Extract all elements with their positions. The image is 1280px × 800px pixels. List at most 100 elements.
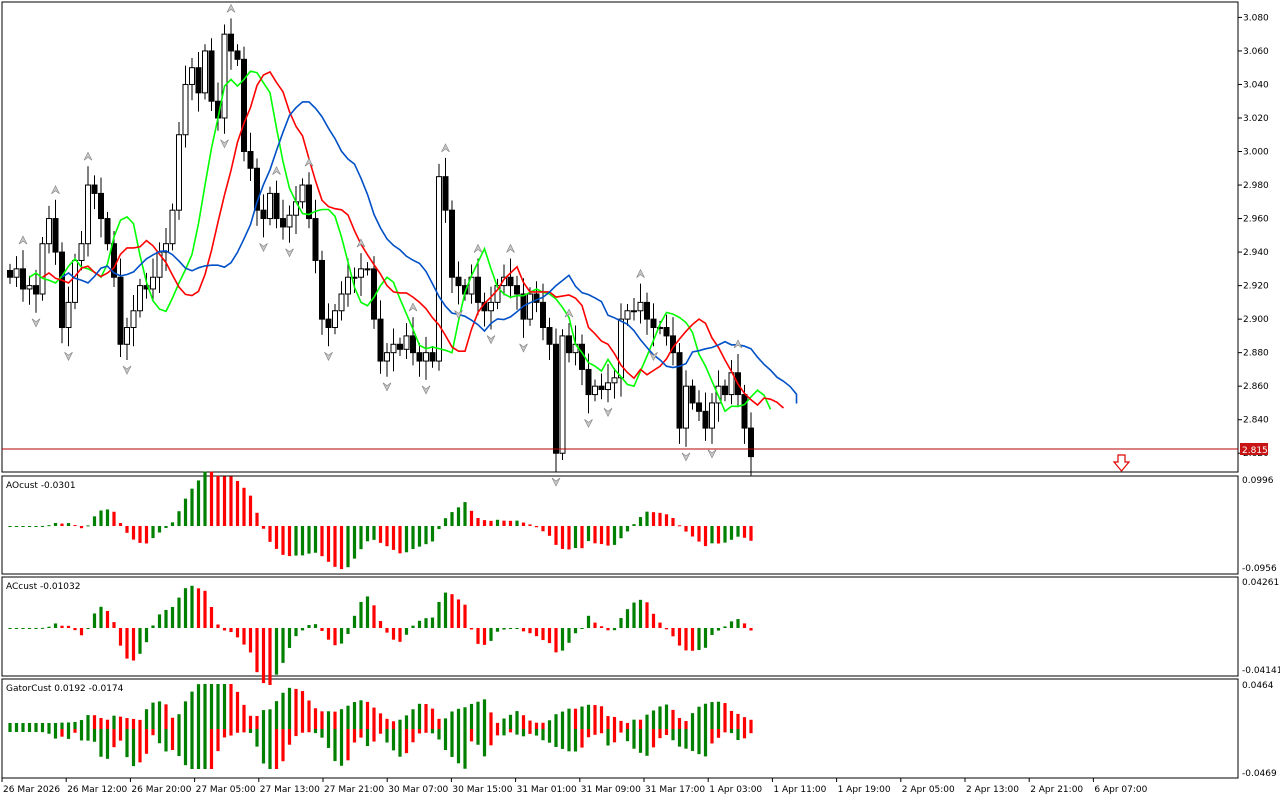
candle-bull[interactable] (436, 176, 442, 362)
candle-bear[interactable] (312, 218, 319, 261)
candle-bull[interactable] (637, 301, 644, 312)
candle-bull[interactable] (657, 327, 663, 330)
candle-bull[interactable] (150, 276, 156, 290)
candle-bear[interactable] (117, 276, 124, 345)
candle-bear[interactable] (507, 276, 514, 287)
candle-bear[interactable] (676, 352, 683, 429)
candle-bull[interactable] (332, 310, 338, 329)
candle-bull[interactable] (605, 382, 611, 391)
candle-bear[interactable] (104, 218, 111, 245)
candle-bull[interactable] (618, 318, 624, 379)
main-pane[interactable] (1, 1, 1239, 473)
candle-bear[interactable] (540, 301, 546, 329)
candle-bull[interactable] (72, 259, 78, 303)
candle-bull[interactable] (631, 310, 637, 313)
candle-bear[interactable] (410, 335, 416, 354)
ma-green-line[interactable] (29, 70, 772, 413)
candle-bull[interactable] (26, 285, 33, 290)
candle-bull[interactable] (384, 352, 390, 362)
candle-bear[interactable] (696, 402, 702, 412)
candle-bull[interactable] (85, 184, 91, 245)
candle-bear[interactable] (234, 50, 241, 60)
ao-pane[interactable] (1, 475, 1239, 575)
candle-bear[interactable] (52, 218, 59, 253)
candle-bear[interactable] (442, 176, 449, 211)
candle-bear[interactable] (377, 318, 384, 362)
candle-bull[interactable] (338, 293, 345, 312)
ma-red-line[interactable] (42, 70, 785, 409)
candle-bull[interactable] (176, 134, 182, 211)
candle-bull[interactable] (65, 301, 72, 329)
candle-bear[interactable] (111, 243, 117, 278)
candle-bear[interactable] (397, 343, 403, 350)
candle-bull[interactable] (13, 268, 20, 278)
candle-bear[interactable] (546, 327, 553, 345)
candle-bull[interactable] (124, 327, 130, 345)
candle-bear[interactable] (689, 385, 696, 404)
candle-bull[interactable] (527, 293, 533, 320)
candle-bull[interactable] (501, 276, 507, 287)
candle-bull[interactable] (683, 385, 689, 429)
candle-bear[interactable] (33, 285, 39, 295)
candle-bear[interactable] (91, 184, 98, 194)
candle-bear[interactable] (416, 352, 423, 362)
candle-bull[interactable] (592, 385, 598, 396)
candle-bear[interactable] (702, 410, 709, 429)
candle-bull[interactable] (46, 218, 52, 245)
candle-bear[interactable] (650, 318, 657, 329)
candle-bear[interactable] (7, 270, 13, 278)
candle-bull[interactable] (423, 352, 429, 362)
candle-bull[interactable] (286, 214, 293, 228)
candle-bull[interactable] (189, 67, 195, 85)
candle-bear[interactable] (325, 318, 332, 329)
candle-bear[interactable] (748, 427, 754, 458)
candle-bear[interactable] (260, 209, 267, 220)
candle-bull[interactable] (163, 243, 169, 253)
candle-bull[interactable] (403, 335, 410, 350)
candle-bear[interactable] (280, 218, 286, 228)
candle-bull[interactable] (202, 50, 208, 94)
candle-bear[interactable] (449, 209, 455, 278)
candle-bear[interactable] (429, 352, 436, 362)
candle-bear[interactable] (455, 276, 462, 287)
candle-bull[interactable] (488, 301, 494, 312)
candle-bear[interactable] (20, 268, 26, 290)
candle-bull[interactable] (78, 243, 85, 261)
candle-bear[interactable] (663, 327, 670, 337)
candle-bear[interactable] (585, 368, 592, 396)
candle-bear[interactable] (475, 276, 481, 303)
candle-bear[interactable] (208, 50, 215, 102)
candle-bear[interactable] (319, 259, 325, 320)
candle-bull[interactable] (182, 83, 189, 136)
candle-bull[interactable] (358, 268, 364, 278)
candle-bull[interactable] (39, 243, 46, 295)
candle-bull[interactable] (559, 335, 566, 454)
candle-bull[interactable] (345, 276, 351, 295)
candle-bear[interactable] (644, 301, 650, 320)
candle-bear[interactable] (273, 192, 280, 220)
candle-bull[interactable] (299, 184, 306, 203)
candle-bear[interactable] (98, 192, 104, 220)
candle-bear[interactable] (722, 385, 728, 396)
ma-blue-line[interactable] (61, 101, 798, 404)
candle-bull[interactable] (169, 209, 176, 245)
candle-bull[interactable] (267, 192, 273, 220)
candle-bull[interactable] (709, 402, 715, 429)
candle-bear[interactable] (241, 58, 247, 153)
candle-bear[interactable] (254, 167, 260, 211)
candle-bear[interactable] (306, 184, 312, 220)
candle-bear[interactable] (195, 67, 202, 94)
candle-bull[interactable] (137, 285, 143, 312)
candle-bear[interactable] (553, 343, 559, 454)
candle-bear[interactable] (514, 285, 520, 295)
candle-bear[interactable] (566, 335, 572, 354)
candle-bear[interactable] (228, 33, 234, 52)
candle-bear[interactable] (59, 251, 65, 329)
candle-bull[interactable] (130, 310, 137, 329)
candle-bear[interactable] (741, 394, 748, 429)
candle-bull[interactable] (221, 33, 228, 119)
candle-bear[interactable] (247, 151, 254, 169)
candle-bull[interactable] (364, 268, 371, 271)
candle-bull[interactable] (390, 343, 397, 354)
